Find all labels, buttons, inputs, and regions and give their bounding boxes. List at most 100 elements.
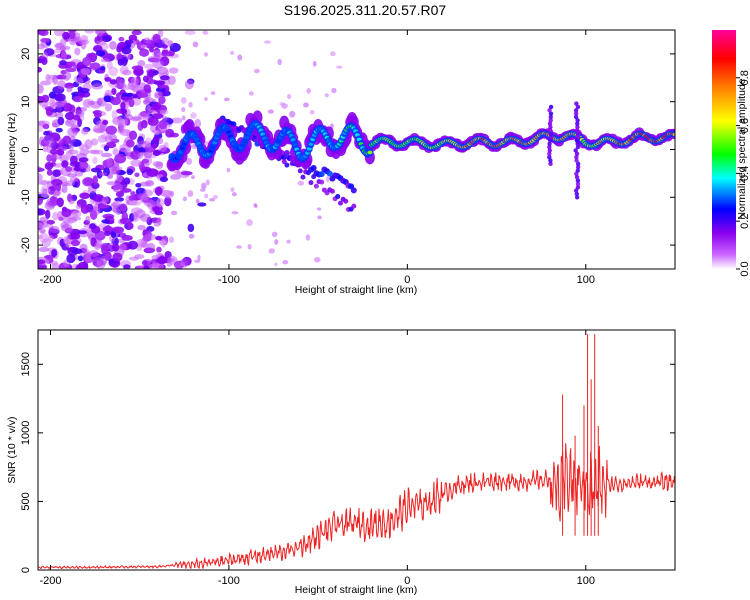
spectrogram-cell: [118, 78, 125, 87]
spectrogram-cell: [165, 70, 169, 76]
spectrogram-cell: [67, 127, 78, 137]
spectrogram-cell: [159, 176, 169, 183]
spectrogram-cell: [91, 149, 104, 155]
spectrogram-cell: [131, 30, 142, 36]
spectrogram-cell: [80, 67, 91, 75]
spectrogram-cell: [282, 259, 289, 265]
spectrogram-cell: [231, 192, 237, 197]
spectrogram-cell: [335, 193, 341, 199]
spectrogram-cell: [52, 103, 65, 108]
spectrogram-cell: [197, 202, 207, 207]
spectrogram-cell: [134, 172, 140, 177]
spectrogram-cell: [253, 68, 260, 74]
spectrogram-cell: [67, 219, 73, 225]
spectrogram-cell: [314, 256, 321, 263]
spectrogram-cell: [117, 127, 126, 134]
spectrogram-cell: [161, 44, 168, 49]
spectrogram-cell: [38, 195, 44, 206]
spectrogram-cell: [64, 112, 75, 121]
spectrogram-cell: [575, 104, 581, 110]
spectrogram-cell: [96, 97, 103, 106]
spectrogram-cell: [156, 216, 162, 226]
spectrogram-cell: [38, 120, 46, 126]
spectrogram-cell: [210, 91, 216, 96]
spectrogram-cell: [336, 65, 343, 69]
spectrogram-cell: [151, 113, 164, 120]
spectrogram-cell: [574, 138, 580, 143]
spectrogram-x-label: Height of straight line (km): [295, 284, 418, 296]
spectrogram-cell: [306, 87, 311, 94]
spectrogram-cell: [142, 260, 148, 266]
spectrogram-cell: [188, 233, 195, 239]
spectrogram-cell: [144, 199, 156, 207]
spectrogram-cell: [169, 190, 174, 197]
spectrogram-cell: [60, 145, 68, 152]
spectrogram-cell: [204, 193, 209, 199]
spectrogram-cell: [121, 96, 131, 101]
spectrogram-cell: [93, 112, 102, 118]
spectrogram-cell: [139, 213, 151, 222]
spectrogram-cell: [77, 87, 90, 94]
spectrogram-cell: [156, 197, 165, 207]
spectrogram-cell: [131, 65, 144, 71]
spectrogram-cell: [96, 40, 107, 46]
spectrogram-cell: [130, 200, 142, 206]
spectrogram-cell: [38, 234, 44, 239]
spectrogram-cell: [89, 62, 101, 70]
spectrogram-cell: [351, 203, 357, 209]
spectrogram-cell: [104, 134, 113, 143]
spectrogram-cell: [326, 170, 333, 177]
spectrogram-cell: [194, 118, 202, 129]
spectrogram-cell: [143, 150, 153, 159]
spectrogram-cell: [169, 236, 174, 244]
spectrogram-cell: [284, 162, 290, 168]
spectrogram-cell: [60, 221, 69, 229]
spectrogram-cell: [324, 93, 329, 98]
spectrogram-cell: [155, 235, 162, 241]
spectrogram-cell: [126, 139, 135, 148]
spectrogram-cell: [161, 51, 173, 57]
snr-y-label: SNR (10 * v/v): [6, 416, 18, 483]
spectrogram-cell: [39, 216, 49, 223]
spectrogram-cell: [49, 225, 60, 234]
spectrogram-cell: [38, 125, 44, 133]
spectrogram-cell: [118, 118, 128, 127]
spectrogram-cell: [246, 219, 253, 227]
spectrogram-cell: [181, 107, 186, 113]
spectrogram-cell: [154, 186, 163, 196]
spectrogram-cell: [65, 67, 77, 73]
spectrogram-cell: [152, 101, 162, 111]
spectrogram-x-tick-label: -200: [39, 274, 61, 286]
spectrogram-cell: [72, 114, 81, 121]
spectrogram-cell: [63, 236, 70, 245]
spectrogram-cell: [98, 172, 108, 177]
spectrogram-cell: [158, 144, 168, 153]
spectrogram-cell: [90, 138, 99, 146]
spectrogram-cell: [93, 242, 102, 251]
spectrogram-cell: [57, 80, 66, 90]
spectrogram-cell: [115, 208, 121, 216]
spectrogram-cell: [139, 48, 150, 57]
spectrogram-cell: [82, 99, 92, 108]
spectrogram-cell: [143, 84, 152, 93]
spectrogram-cell: [112, 182, 123, 193]
spectrogram-cell: [104, 76, 112, 82]
spectrogram-cell: [74, 47, 81, 56]
spectrogram-cell: [153, 54, 161, 63]
spectrogram-cell: [137, 152, 144, 160]
spectrogram-cell: [104, 230, 111, 237]
spectrogram-cell: [82, 177, 94, 187]
spectrogram-cell: [180, 97, 187, 104]
spectrogram-cell: [38, 167, 45, 172]
snr-plot-area: [38, 330, 675, 570]
spectrogram-cell: [573, 148, 578, 153]
spectrogram-image: [38, 30, 675, 269]
spectrogram-cell: [308, 180, 314, 186]
spectrogram-cell: [147, 116, 159, 127]
spectrogram-cell: [119, 217, 131, 225]
spectrogram-cell: [156, 256, 167, 265]
spectrogram-cell: [126, 168, 134, 176]
spectrogram-cell: [152, 135, 160, 144]
spectrogram-cell: [88, 250, 99, 258]
snr-x-label: Height of straight line (km): [295, 584, 418, 596]
